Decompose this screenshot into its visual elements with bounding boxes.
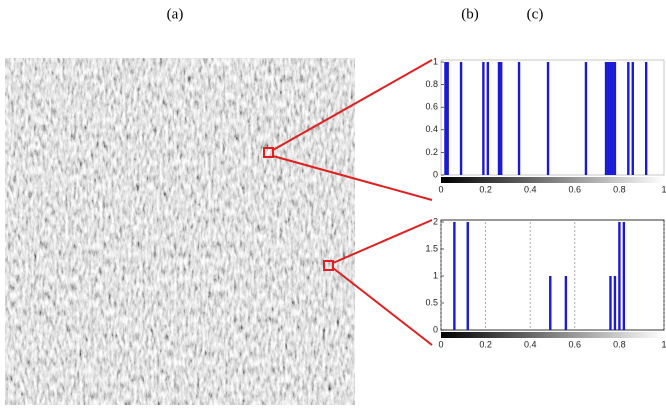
- y-tick-label: 0.5: [425, 297, 438, 307]
- texture-image: [5, 58, 355, 405]
- x-tick-label: 0.6: [569, 184, 582, 194]
- plot-area: [441, 60, 664, 175]
- y-tick-label: 2: [433, 216, 438, 226]
- stem-bar: [547, 62, 549, 175]
- stem-bar: [498, 62, 500, 175]
- x-tick-label: 0.2: [479, 339, 492, 349]
- stem-bar: [623, 222, 625, 330]
- stem-bar: [518, 62, 520, 175]
- stem-bar: [549, 276, 551, 330]
- stem-bar: [565, 276, 567, 330]
- y-tick-label: 1.5: [425, 243, 438, 253]
- x-tick-label: 0.4: [524, 184, 537, 194]
- y-tick-label: 0.4: [425, 124, 438, 134]
- panel-label: (c): [527, 6, 544, 22]
- stem-bar: [614, 276, 616, 330]
- x-tick-label: 0.8: [613, 184, 626, 194]
- x-tick-label: 0.2: [479, 184, 492, 194]
- x-tick-label: 0: [438, 339, 443, 349]
- stem-bar: [612, 62, 614, 175]
- stem-bar: [585, 62, 587, 175]
- panel-label: (b): [461, 6, 479, 22]
- stem-bar: [444, 62, 446, 175]
- stem-bar: [627, 62, 629, 175]
- x-tick-label: 0: [438, 184, 443, 194]
- stem-bar: [609, 62, 611, 175]
- stem-bar: [605, 62, 607, 175]
- stem-bar: [453, 222, 455, 330]
- x-tick-label: 0.8: [613, 339, 626, 349]
- y-tick-label: 0: [433, 169, 438, 179]
- x-tick-label: 0.6: [569, 339, 582, 349]
- y-tick-label: 1: [433, 56, 438, 66]
- y-tick-label: 0.6: [425, 102, 438, 112]
- plot-area: [441, 220, 664, 330]
- stem-bar: [487, 62, 489, 175]
- stem-bar: [609, 276, 611, 330]
- x-tick-label: 1: [661, 339, 666, 349]
- y-tick-label: 0.8: [425, 79, 438, 89]
- y-tick-label: 0.2: [425, 147, 438, 157]
- stem-bar: [500, 62, 502, 175]
- y-tick-label: 0: [433, 324, 438, 334]
- colorbar: [441, 177, 664, 183]
- y-tick-label: 1: [433, 270, 438, 280]
- stem-bar: [467, 222, 469, 330]
- stem-bar: [460, 62, 462, 175]
- x-tick-label: 0.4: [524, 339, 537, 349]
- stem-bar: [614, 62, 616, 175]
- panel-label: (a): [167, 6, 184, 22]
- stem-bar: [607, 62, 609, 175]
- stem-bar: [482, 62, 484, 175]
- stem-bar: [618, 222, 620, 330]
- x-tick-label: 1: [661, 184, 666, 194]
- colorbar: [441, 332, 664, 338]
- stem-bar: [645, 62, 647, 175]
- stem-bar: [632, 62, 634, 175]
- stem-bar: [446, 62, 448, 175]
- figure: (a) (b) (c) 0 0.2 0.4 0.6 0.8 1 0 0.2 0.4 0.6 0.8 1…: [0, 0, 666, 408]
